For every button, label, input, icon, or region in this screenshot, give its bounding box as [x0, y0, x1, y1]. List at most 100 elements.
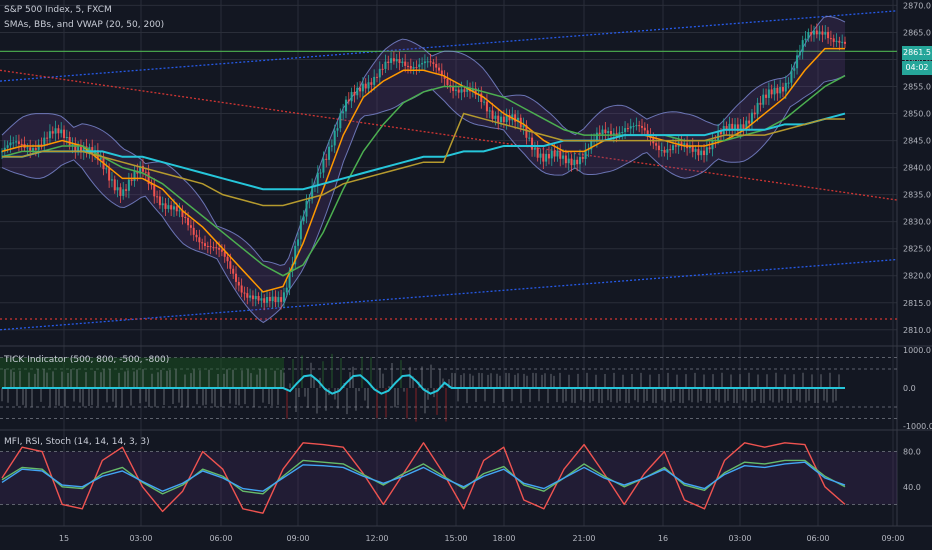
candle [660, 142, 663, 157]
candle-body [297, 239, 300, 246]
tick-axis-label: -1000.0 [903, 422, 932, 431]
candle-body [807, 31, 810, 39]
candle-body [240, 285, 243, 293]
candle [77, 141, 80, 156]
candle [787, 77, 790, 89]
x-tick-label: 21:00 [572, 534, 595, 543]
candle [285, 280, 288, 298]
candle-body [703, 150, 706, 156]
candle-body [156, 196, 159, 198]
candle-body [739, 124, 742, 132]
series-sma-20 [1, 47, 845, 293]
candle [829, 30, 832, 46]
candle [12, 136, 15, 149]
candle [657, 141, 660, 158]
candle-body [361, 83, 364, 92]
price-tick-label: 2815.0 [903, 299, 931, 308]
candle-body [330, 145, 333, 147]
candle [570, 154, 573, 172]
candle [223, 244, 226, 263]
candle [395, 53, 398, 69]
candle-body [609, 131, 612, 136]
candle-body [34, 148, 37, 150]
candle-body [725, 126, 728, 131]
candle-body [322, 158, 325, 173]
price-tick-label: 2825.0 [903, 245, 931, 254]
x-tick-label: 03:00 [728, 534, 751, 543]
candle [705, 140, 708, 162]
candle-body [1, 151, 3, 153]
time-badge: 04:02 [902, 61, 932, 75]
candle-body [480, 93, 483, 102]
candle-body [598, 132, 601, 135]
candle-body [181, 210, 184, 217]
candle [578, 149, 581, 172]
candle [150, 179, 153, 190]
candle-body [471, 88, 474, 92]
candle [116, 179, 119, 198]
candle [220, 244, 223, 257]
candle [525, 120, 528, 145]
candle-body [531, 137, 534, 150]
candle-body [590, 140, 593, 150]
candle-body [539, 153, 542, 158]
candle [454, 82, 457, 96]
candle-body [48, 131, 51, 139]
candle-body [133, 170, 136, 181]
candle-body [578, 156, 581, 165]
candle [232, 265, 235, 280]
candle [632, 122, 635, 134]
candle-body [206, 246, 209, 248]
candle-body [440, 70, 443, 76]
candle-body [841, 41, 844, 43]
candle-body [342, 111, 345, 114]
candle-body [350, 91, 353, 102]
candle-body [68, 137, 71, 147]
candle-body [562, 155, 565, 159]
candle-body [742, 124, 745, 130]
candle [734, 118, 737, 136]
candle [350, 87, 353, 109]
candle-body [158, 196, 161, 206]
candle-body [243, 292, 246, 294]
candle-body [392, 58, 395, 62]
candle-body [629, 126, 632, 129]
candle [178, 202, 181, 218]
candle-body [672, 145, 675, 151]
candle [347, 92, 350, 105]
candle-body [316, 172, 319, 186]
candle-body [175, 206, 178, 212]
candle-body [759, 102, 762, 105]
candle-body [367, 82, 370, 89]
candle-body [254, 295, 257, 300]
candle-body [832, 38, 835, 42]
candle-body [767, 89, 770, 98]
candle [669, 144, 672, 158]
candle-body [556, 150, 559, 157]
candle-body [567, 158, 570, 164]
candle [480, 86, 483, 109]
candle-body [815, 30, 818, 35]
candle [206, 241, 209, 254]
candle-body [353, 91, 356, 96]
candle-body [263, 298, 266, 303]
candle [46, 131, 49, 146]
candle [260, 290, 263, 308]
candle-body [17, 141, 20, 144]
candle-body [547, 153, 550, 159]
candle [57, 124, 60, 140]
candle-body [257, 295, 260, 301]
price-badge: 2861.5 [902, 46, 932, 60]
candle-body [387, 61, 390, 63]
candle-body [302, 216, 305, 222]
price-tick-label: 2845.0 [903, 137, 931, 146]
candle [330, 139, 333, 152]
candle [779, 79, 782, 99]
trendline-lower-blue [0, 258, 898, 331]
candle [133, 165, 136, 187]
candle-body [542, 153, 545, 162]
candle-body [71, 143, 74, 147]
candle-body [641, 126, 644, 128]
candle [432, 59, 435, 72]
candle-body [784, 82, 787, 92]
